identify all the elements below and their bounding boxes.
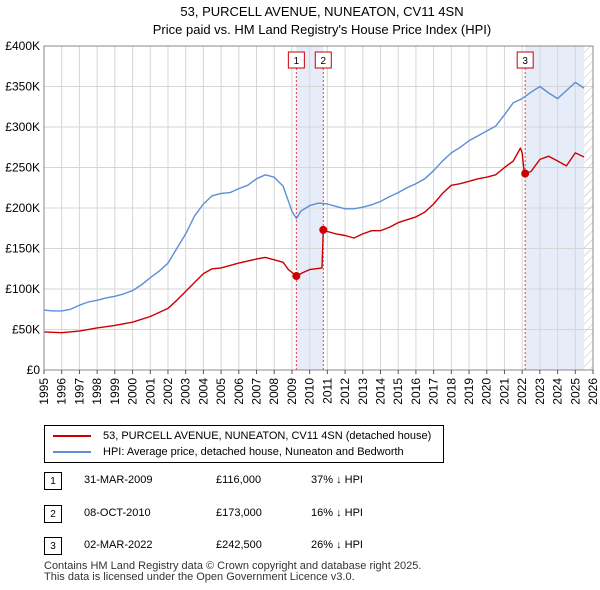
- transaction-date: 02-MAR-2022: [84, 539, 153, 551]
- x-tick-label: 2011: [320, 378, 334, 404]
- x-tick-label: 2025: [568, 378, 582, 405]
- x-tick-label: 2007: [250, 378, 264, 405]
- x-tick-label: 2000: [126, 378, 140, 405]
- legend: 53, PURCELL AVENUE, NUNEATON, CV11 4SN (…: [44, 425, 444, 463]
- sale-label-box: [314, 51, 332, 69]
- chart-title: 53, PURCELL AVENUE, NUNEATON, CV11 4SN: [180, 4, 463, 19]
- transaction-date: 31-MAR-2009: [84, 474, 153, 486]
- legend-item-property: 53, PURCELL AVENUE, NUNEATON, CV11 4SN (…: [53, 428, 431, 444]
- sale-point: [319, 225, 328, 234]
- legend-label-hpi: HPI: Average price, detached house, Nune…: [103, 446, 404, 458]
- x-tick-label: 2005: [214, 378, 228, 405]
- chart-subtitle: Price paid vs. HM Land Registry's House …: [153, 22, 491, 37]
- y-tick-label: £150K: [5, 242, 40, 256]
- transaction-row: 3 02-MAR-2022 £242,500 26% ↓ HPI: [44, 537, 384, 555]
- legend-swatch-property: [53, 435, 91, 437]
- x-tick-label: 2010: [303, 378, 317, 405]
- x-tick-label: 2021: [497, 378, 511, 405]
- hpi-series-line: [44, 81, 585, 312]
- plot-frame: [43, 45, 594, 371]
- y-tick-label: £50K: [12, 323, 40, 337]
- x-tick-label: 2012: [338, 378, 352, 405]
- x-tick-label: 2020: [480, 378, 494, 405]
- legend-item-hpi: HPI: Average price, detached house, Nune…: [53, 444, 404, 460]
- transaction-number: 2: [44, 505, 62, 523]
- y-tick-label: £300K: [5, 120, 40, 134]
- x-tick-label: 2018: [444, 378, 458, 405]
- x-tick-label: 2009: [285, 378, 299, 405]
- x-tick-label: 2015: [391, 378, 405, 405]
- x-tick-label: 1996: [55, 378, 69, 405]
- transaction-hpi-diff: 16% ↓ HPI: [311, 507, 363, 519]
- sale-label-number: 3: [522, 56, 528, 67]
- x-tick-label: 2016: [409, 378, 423, 405]
- x-tick-label: 2001: [143, 378, 157, 405]
- transaction-number: 3: [44, 537, 62, 555]
- x-tick-label: 2008: [267, 378, 281, 405]
- y-tick-label: £400K: [5, 39, 40, 53]
- transaction-row: 1 31-MAR-2009 £116,000 37% ↓ HPI: [44, 472, 384, 490]
- transaction-row: 2 08-OCT-2010 £173,000 16% ↓ HPI: [44, 505, 384, 523]
- x-tick-label: 2023: [533, 378, 547, 405]
- sale-point: [521, 169, 530, 178]
- sale-point: [292, 272, 301, 281]
- footer-copyright: Contains HM Land Registry data © Crown c…: [44, 560, 422, 572]
- legend-swatch-hpi: [53, 451, 91, 453]
- sale-label-number: 2: [321, 56, 327, 67]
- y-tick-label: £250K: [5, 161, 40, 175]
- transaction-number: 1: [44, 472, 62, 490]
- y-tick-label: £200K: [5, 201, 40, 215]
- x-tick-label: 2022: [515, 378, 529, 405]
- transaction-date: 08-OCT-2010: [84, 507, 151, 519]
- x-tick-label: 1999: [108, 378, 122, 405]
- y-tick-label: £0: [27, 363, 41, 377]
- transaction-hpi-diff: 26% ↓ HPI: [311, 539, 363, 551]
- sale-label-number: 1: [294, 56, 300, 67]
- x-tick-label: 2006: [232, 378, 246, 405]
- x-tick-label: 2019: [462, 378, 476, 405]
- x-tick-label: 2014: [373, 378, 387, 405]
- sale-label-box: [287, 51, 305, 69]
- footer: Contains HM Land Registry data © Crown c…: [44, 561, 421, 583]
- footer-licence: This data is licensed under the Open Gov…: [44, 571, 355, 583]
- y-tick-label: £100K: [5, 282, 40, 296]
- x-tick-label: 2024: [551, 378, 565, 405]
- transaction-price: £242,500: [216, 539, 262, 551]
- x-tick-label: 2026: [586, 378, 600, 405]
- property-series-line: [44, 147, 585, 334]
- legend-label-property: 53, PURCELL AVENUE, NUNEATON, CV11 4SN (…: [103, 430, 432, 442]
- x-tick-label: 1998: [90, 378, 104, 405]
- transaction-price: £116,000: [216, 474, 262, 486]
- x-tick-label: 1995: [37, 378, 51, 405]
- y-tick-label: £350K: [5, 80, 40, 94]
- transaction-price: £173,000: [216, 507, 262, 519]
- price-chart: 53, PURCELL AVENUE, NUNEATON, CV11 4SN P…: [5, 4, 600, 405]
- x-tick-label: 2004: [196, 378, 210, 405]
- x-tick-label: 2002: [161, 378, 175, 405]
- transaction-hpi-diff: 37% ↓ HPI: [311, 474, 363, 486]
- x-tick-label: 2013: [356, 378, 370, 405]
- sale-label-box: [516, 51, 534, 69]
- x-tick-label: 1997: [72, 378, 86, 405]
- x-tick-label: 2003: [179, 378, 193, 405]
- x-tick-label: 2017: [427, 378, 441, 405]
